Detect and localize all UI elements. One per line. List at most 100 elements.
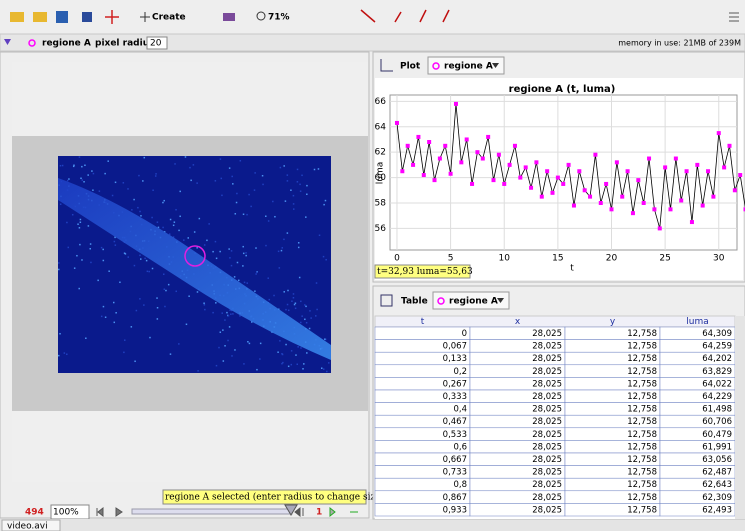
noise-dot	[291, 364, 293, 366]
noise-dot	[197, 291, 199, 293]
noise-dot	[232, 313, 234, 315]
noise-dot	[84, 165, 86, 167]
video-zoom[interactable]: 100%	[53, 508, 79, 518]
noise-dot	[255, 247, 257, 249]
table-tab[interactable]: Table	[401, 297, 428, 307]
noise-dot	[58, 269, 60, 271]
noise-dot	[288, 366, 290, 368]
table-cell-text: 62,309	[702, 493, 732, 503]
table-body: txyluma028,02512,75864,3090,06728,02512,…	[375, 316, 735, 516]
noise-dot	[306, 352, 308, 354]
table-cell-text: 28,025	[532, 367, 562, 377]
noise-dot	[300, 347, 302, 349]
table-cell-text: 28,025	[532, 442, 562, 452]
data-point	[433, 178, 437, 182]
slider-track[interactable]	[132, 509, 292, 514]
data-point	[443, 144, 447, 148]
data-point	[513, 144, 517, 148]
plot-tab[interactable]: Plot	[400, 62, 421, 72]
data-point	[556, 176, 560, 180]
x-axis-label: t	[570, 264, 574, 274]
noise-dot	[306, 322, 308, 324]
noise-dot	[124, 339, 126, 341]
noise-dot	[234, 276, 236, 278]
noise-dot	[179, 191, 181, 193]
plot-track[interactable]: regione A	[444, 62, 493, 72]
table-cell-text: 28,025	[532, 468, 562, 478]
zoom-button[interactable]: 71%	[268, 13, 290, 23]
noise-dot	[212, 251, 214, 253]
noise-dot	[282, 247, 284, 249]
noise-dot	[279, 267, 281, 269]
frame-number: 494	[25, 508, 44, 518]
x-tick-label: 25	[659, 254, 670, 264]
radius-value[interactable]: 20	[150, 39, 162, 49]
noise-dot	[287, 290, 289, 292]
create-button[interactable]: Create	[152, 13, 186, 23]
table-cell-text: 64,309	[702, 329, 732, 339]
noise-dot	[101, 247, 103, 249]
open-icon[interactable]	[10, 12, 24, 22]
noise-dot	[68, 178, 70, 180]
track-name[interactable]: regione A	[42, 39, 91, 49]
table-cell-text: 0,4	[453, 405, 467, 415]
calib-icon[interactable]	[223, 13, 235, 21]
data-point	[599, 201, 603, 205]
data-point	[561, 182, 565, 186]
noise-dot	[315, 315, 317, 317]
noise-dot	[152, 268, 154, 270]
step-size[interactable]: 1	[316, 508, 322, 518]
data-point	[411, 163, 415, 167]
scrollbar[interactable]	[735, 316, 745, 519]
noise-dot	[81, 259, 83, 261]
table-cell-text: 28,025	[532, 379, 562, 389]
noise-dot	[245, 255, 247, 257]
noise-dot	[76, 255, 78, 257]
table-cell-text: 12,758	[627, 392, 657, 402]
noise-dot	[134, 265, 136, 267]
noise-dot	[297, 169, 299, 171]
memory-label: memory in use: 21MB of 239M	[618, 39, 741, 48]
save-icon[interactable]	[56, 11, 68, 23]
noise-dot	[155, 173, 157, 175]
table-cell-text: 0,467	[443, 417, 467, 427]
table-cell-text: 63,829	[702, 367, 732, 377]
noise-dot	[144, 258, 146, 260]
noise-dot	[304, 319, 306, 321]
noise-dot	[231, 355, 233, 357]
data-point	[427, 140, 431, 144]
noise-dot	[119, 282, 121, 284]
table-cell-text: 64,229	[702, 392, 732, 402]
noise-dot	[232, 183, 234, 185]
noise-dot	[278, 251, 280, 253]
noise-dot	[163, 273, 165, 275]
status-text: regione A selected (enter radius to chan…	[165, 492, 384, 503]
noise-dot	[259, 358, 261, 360]
clip-icon[interactable]	[82, 12, 92, 22]
noise-dot	[199, 218, 201, 220]
data-point	[620, 195, 624, 199]
readout: t=32,93 luma=55,63	[377, 267, 473, 277]
noise-dot	[148, 271, 150, 273]
noise-dot	[193, 164, 195, 166]
data-point	[727, 144, 731, 148]
noise-dot	[139, 211, 141, 213]
tab-bar	[0, 519, 745, 531]
table-track[interactable]: regione A	[449, 297, 498, 307]
noise-dot	[300, 301, 302, 303]
noise-dot	[237, 262, 239, 264]
noise-dot	[220, 158, 222, 160]
noise-dot	[274, 216, 276, 218]
open-icon[interactable]	[33, 12, 47, 22]
video-tab-label[interactable]: video.avi	[7, 522, 48, 531]
data-point	[422, 173, 426, 177]
noise-dot	[115, 312, 117, 314]
data-point	[551, 191, 555, 195]
noise-dot	[291, 300, 293, 302]
noise-dot	[147, 271, 149, 273]
noise-dot	[316, 282, 318, 284]
table-cell-text: 60,479	[702, 430, 732, 440]
noise-dot	[77, 223, 79, 225]
noise-dot	[221, 195, 223, 197]
noise-dot	[235, 213, 237, 215]
